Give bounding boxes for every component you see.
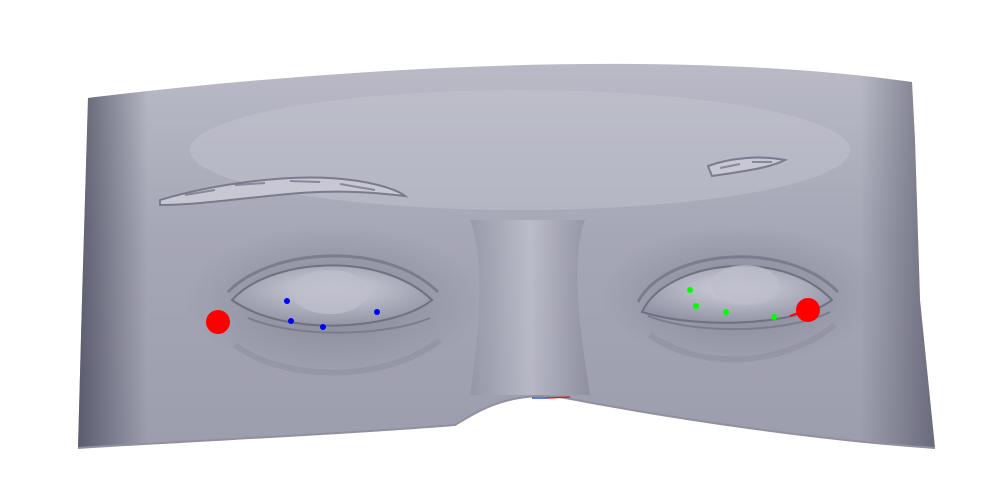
face-mesh	[77, 63, 936, 449]
landmark-overlay	[206, 287, 820, 334]
right-eye-landmark-1	[284, 298, 290, 304]
left-eye-landmark-3	[723, 309, 729, 315]
left-eye-landmark-2	[693, 303, 699, 309]
eye-right	[226, 254, 440, 334]
right-eye-landmark-3	[320, 324, 326, 330]
left-eye-outer-corner-marker	[796, 298, 820, 322]
left-eye-corner-tick	[789, 312, 799, 317]
left-eye-landmark-1	[687, 287, 693, 293]
eye-left	[636, 255, 840, 331]
axis-indicator	[532, 396, 571, 399]
eyebrow-left	[706, 156, 788, 178]
eyebrow-right	[159, 176, 409, 207]
left-eye-landmark-4	[771, 314, 777, 320]
right-eye-landmark-4	[374, 309, 380, 315]
right-eye-landmark-2	[288, 318, 294, 324]
right-eye-outer-corner-marker	[206, 310, 230, 334]
